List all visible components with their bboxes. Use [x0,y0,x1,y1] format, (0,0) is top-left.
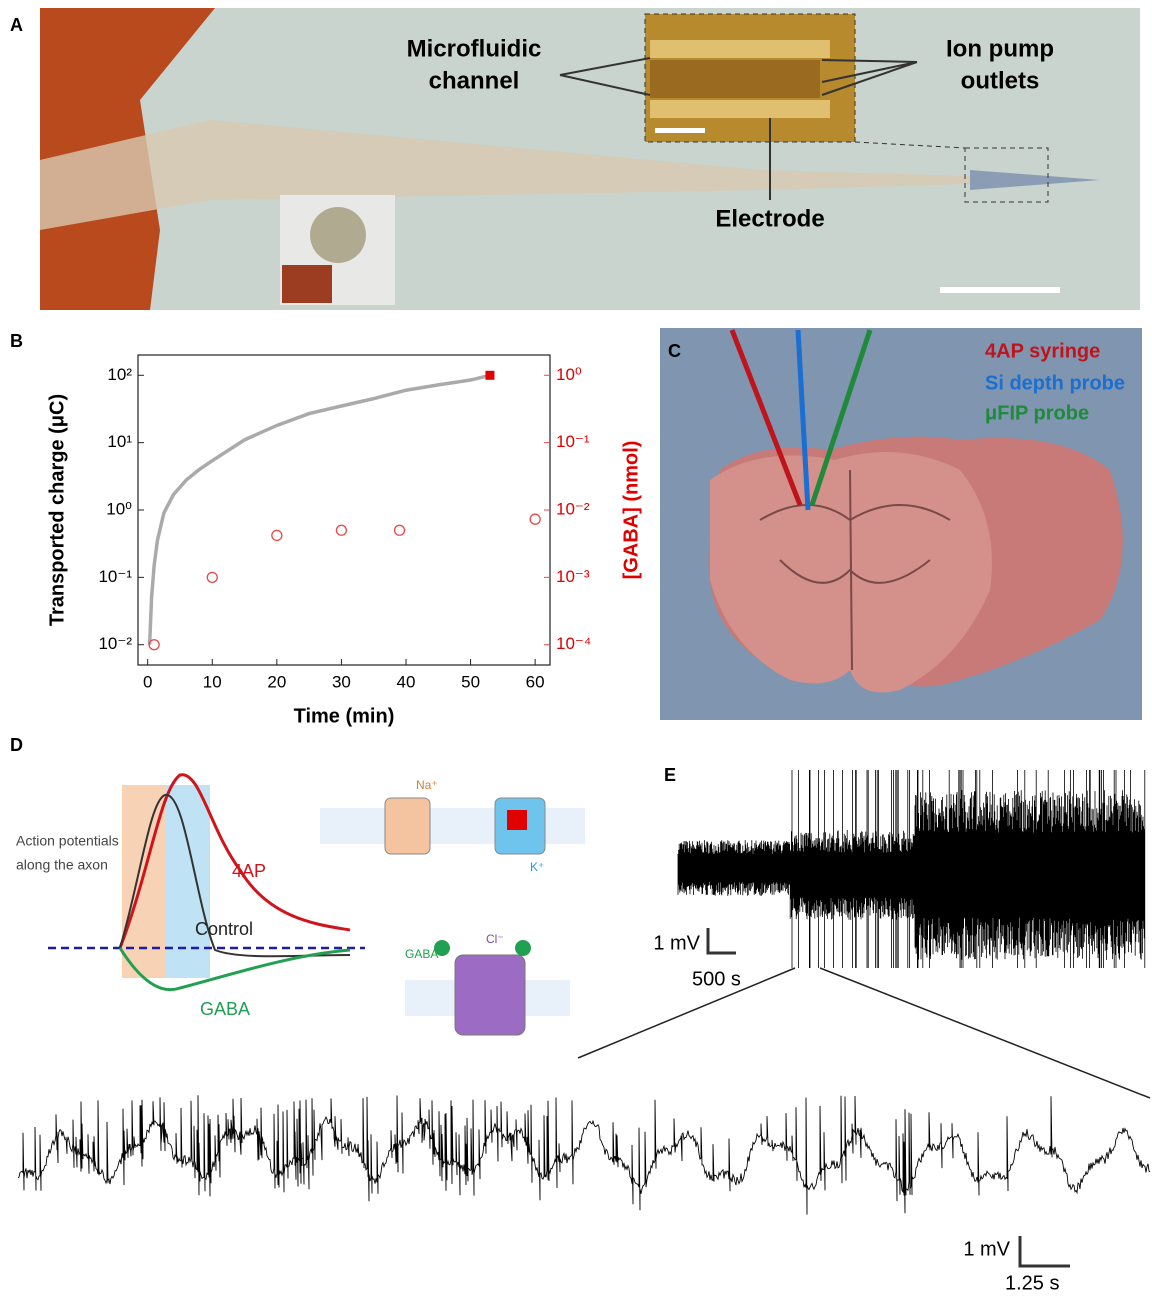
coin [310,207,366,263]
point [206,571,218,584]
x-tick-label: 20 [267,672,286,691]
scale-bar [655,128,705,133]
annotation: Microfluidic [407,35,542,62]
x-tick-label: 30 [332,672,351,691]
legend-label: Si depth probe [985,372,1125,394]
si-probe [795,329,811,511]
point [393,524,406,536]
annotation: channel [429,67,520,94]
probe [40,120,1100,230]
legend-label: μFIP probe [985,402,1089,424]
annotation: along the axon [16,857,108,873]
point [271,529,283,542]
plot-frame [137,354,551,666]
curve-label: 4AP [232,861,266,881]
x-tick-label: 10 [203,672,222,691]
point [485,370,495,380]
y2-tick-label: 10⁻¹ [556,432,590,451]
panel-label: A [10,15,23,35]
scale-bar [940,287,1060,293]
y2-tick-label: 10⁻² [556,499,590,518]
x-axis-title: Time (min) [294,705,395,727]
scale-bar [706,928,736,955]
curve-label: Control [195,919,253,939]
x-tick-label: 40 [397,672,416,691]
probe-tip [970,170,1100,190]
point [529,513,541,525]
panel-label: D [10,735,23,755]
channel [650,100,830,118]
y2-tick-label: 10⁰ [556,365,582,384]
scale-bar [1018,1236,1070,1268]
ion-label: GABA [405,947,438,961]
y-tick-label: 10² [107,365,132,384]
membrane [320,797,585,1036]
x-tick-label: 50 [461,672,480,691]
curve-label: GABA [200,999,250,1019]
legend-label: 4AP syringe [985,340,1100,362]
pointer-lines [559,57,918,200]
channel-inner [650,60,820,98]
y-tick-label: 10⁻² [98,634,132,653]
x-tick-label: 60 [526,672,545,691]
zoom-line [854,141,966,149]
zoom-lines [577,967,1151,1099]
channel [650,40,830,58]
ion-label: Cl⁻ [486,932,504,946]
ap-4ap [118,773,351,949]
ion-label: Na⁺ [416,778,438,792]
y-axis-title: Transported charge (μC) [46,394,68,626]
charge-curve [147,373,491,645]
panel-label: B [10,331,23,351]
scale-label: 1.25 s [1005,1272,1059,1294]
annotation: outlets [961,67,1040,94]
point [148,639,160,651]
syringe [729,329,803,506]
zoom-box [964,147,1049,203]
annotation: Action potentials [16,833,119,849]
y2-tick-label: 10⁻³ [556,567,590,586]
x-tick-label: 0 [143,672,152,691]
annotation: Ion pump [946,35,1054,62]
point [335,524,348,536]
panel-label: E [664,765,676,785]
ion-label: K⁺ [530,860,544,874]
y2-axis-title: [GABA] (nmol) [620,441,642,580]
ap-gaba [118,947,351,992]
device [282,265,332,303]
y2-tick-label: 10⁻⁴ [556,634,591,653]
y-tick-label: 10¹ [107,432,132,451]
ap-control [119,793,351,958]
scale-label: 1 mV [963,1238,1010,1260]
scale-label: 1 mV [653,932,700,954]
recording-zoom-trace [17,1095,1151,1215]
scale-label: 500 s [692,968,741,990]
shade [166,785,210,978]
annotation: Electrode [715,205,824,232]
y-tick-label: 10⁰ [106,499,132,518]
brain-contours [759,469,951,671]
ufip-probe [809,329,873,506]
panel-label: C [668,341,681,361]
recording-trace [677,770,1146,968]
y-tick-label: 10⁻¹ [98,567,132,586]
